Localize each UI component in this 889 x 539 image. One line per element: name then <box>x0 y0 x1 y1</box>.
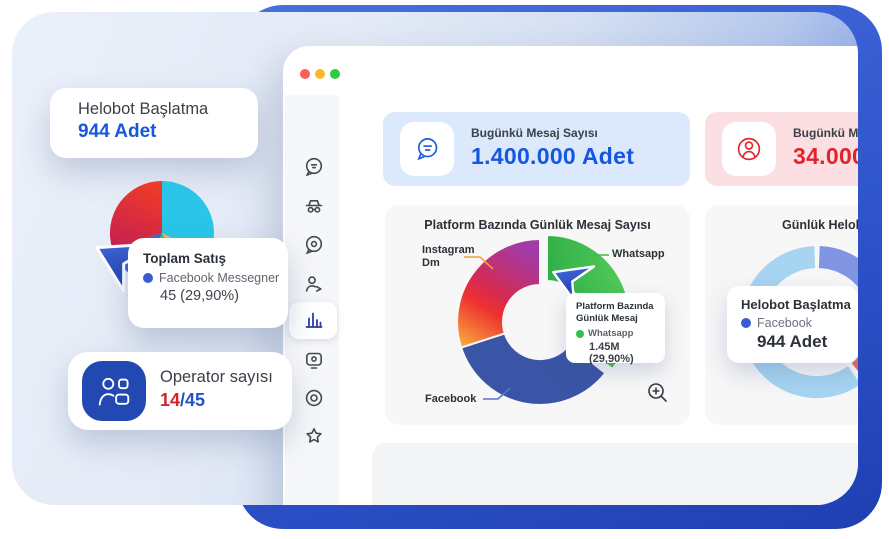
card-title: Platform Bazında Günlük Mesaj Sayısı <box>424 218 651 232</box>
tooltip-value: 45 (29,90%) <box>160 288 239 304</box>
window-minimize-button[interactable] <box>315 69 325 79</box>
hero-background: Bugünkü Mesaj Sayısı 1.400.000 Adet Bugü… <box>12 12 858 505</box>
operators-icon <box>82 361 146 421</box>
sidebar-item-device-screen[interactable] <box>302 348 326 372</box>
tooltip-title: Toplam Satış <box>143 251 227 266</box>
chat-status-icon <box>305 235 323 255</box>
device-screen-icon <box>306 352 322 369</box>
tooltip-value: 1.45M (29,90%) <box>589 341 634 365</box>
start-card-title: Helobot Başlatma <box>78 100 209 118</box>
sales-tooltip: Toplam Satış Facebook Messegner 45 (29,9… <box>128 238 288 328</box>
chat-message-icon <box>305 157 323 177</box>
label-instagram-dm: Instagram Dm <box>422 244 475 269</box>
app-window: Bugünkü Mesaj Sayısı 1.400.000 Adet Bugü… <box>283 46 858 505</box>
tooltip-title: Helobot Başlatma <box>741 297 851 312</box>
tooltip-value: 944 Adet <box>757 332 828 351</box>
cursor-pointer-icon <box>552 265 596 302</box>
series-dot <box>741 318 751 328</box>
tooltip-series: Facebook <box>757 316 812 330</box>
label-whatsapp: Whatsapp <box>612 248 665 260</box>
series-dot <box>143 273 153 283</box>
tooltip-title: Platform Bazında Günlük Mesaj <box>576 301 654 324</box>
chat-bubble-icon <box>400 122 454 176</box>
whatsapp-tooltip: Platform Bazında Günlük Mesaj Whatsapp 1… <box>566 293 665 365</box>
tooltip-series: Facebook Messegner <box>159 271 280 285</box>
support-icon <box>305 389 323 407</box>
stat-label: Bugünkü Mesaj Sayısı <box>471 126 598 140</box>
incognito-icon <box>305 200 323 213</box>
platform-messages-card: Platform Bazında Günlük Mesaj Sayısı <box>385 205 690 425</box>
tooltip-series: Whatsapp <box>588 328 634 339</box>
bar-chart-icon <box>305 312 323 328</box>
window-close-button[interactable] <box>300 69 310 79</box>
sidebar-item-incognito[interactable] <box>302 194 326 218</box>
card-title: Günlük Helobot Ba <box>782 218 858 232</box>
stat-label: Bugünkü Müşteri Sa <box>793 126 858 140</box>
facebook-tooltip: Helobot Başlatma Facebook 944 Adet <box>727 286 858 363</box>
helobot-start-card: Helobot Başlatma 944 Adet <box>50 88 258 158</box>
operator-card: Operator sayısı 14/45 <box>68 352 292 430</box>
bottom-panel <box>372 443 858 505</box>
user-share-icon <box>305 276 322 292</box>
stat-value: 34.000 <box>793 143 858 169</box>
sidebar-item-user-share[interactable] <box>302 272 326 296</box>
sidebar-item-chat-message[interactable] <box>302 155 326 179</box>
star-icon <box>306 428 322 443</box>
series-dot <box>576 329 584 338</box>
sidebar-item-chat-status[interactable] <box>302 233 326 257</box>
operator-value: 14/45 <box>160 390 206 410</box>
stat-value: 1.400.000 Adet <box>471 143 635 169</box>
sidebar-item-star[interactable] <box>302 424 326 448</box>
zoom-in-icon[interactable] <box>646 381 670 410</box>
sidebar <box>285 95 339 505</box>
operator-label: Operator sayısı <box>160 368 273 386</box>
start-card-value: 944 Adet <box>78 121 157 142</box>
sidebar-item-support[interactable] <box>302 386 326 410</box>
stat-card-customers[interactable]: Bugünkü Müşteri Sa 34.000 <box>705 112 858 186</box>
sidebar-item-bar-chart[interactable] <box>302 308 326 332</box>
label-facebook: Facebook <box>425 393 477 405</box>
person-circle-icon <box>722 122 776 176</box>
stat-card-messages[interactable]: Bugünkü Mesaj Sayısı 1.400.000 Adet <box>383 112 690 186</box>
window-zoom-button[interactable] <box>330 69 340 79</box>
helobot-daily-card: Günlük Helobot Ba Helobot Başlatma Faceb… <box>705 205 858 425</box>
